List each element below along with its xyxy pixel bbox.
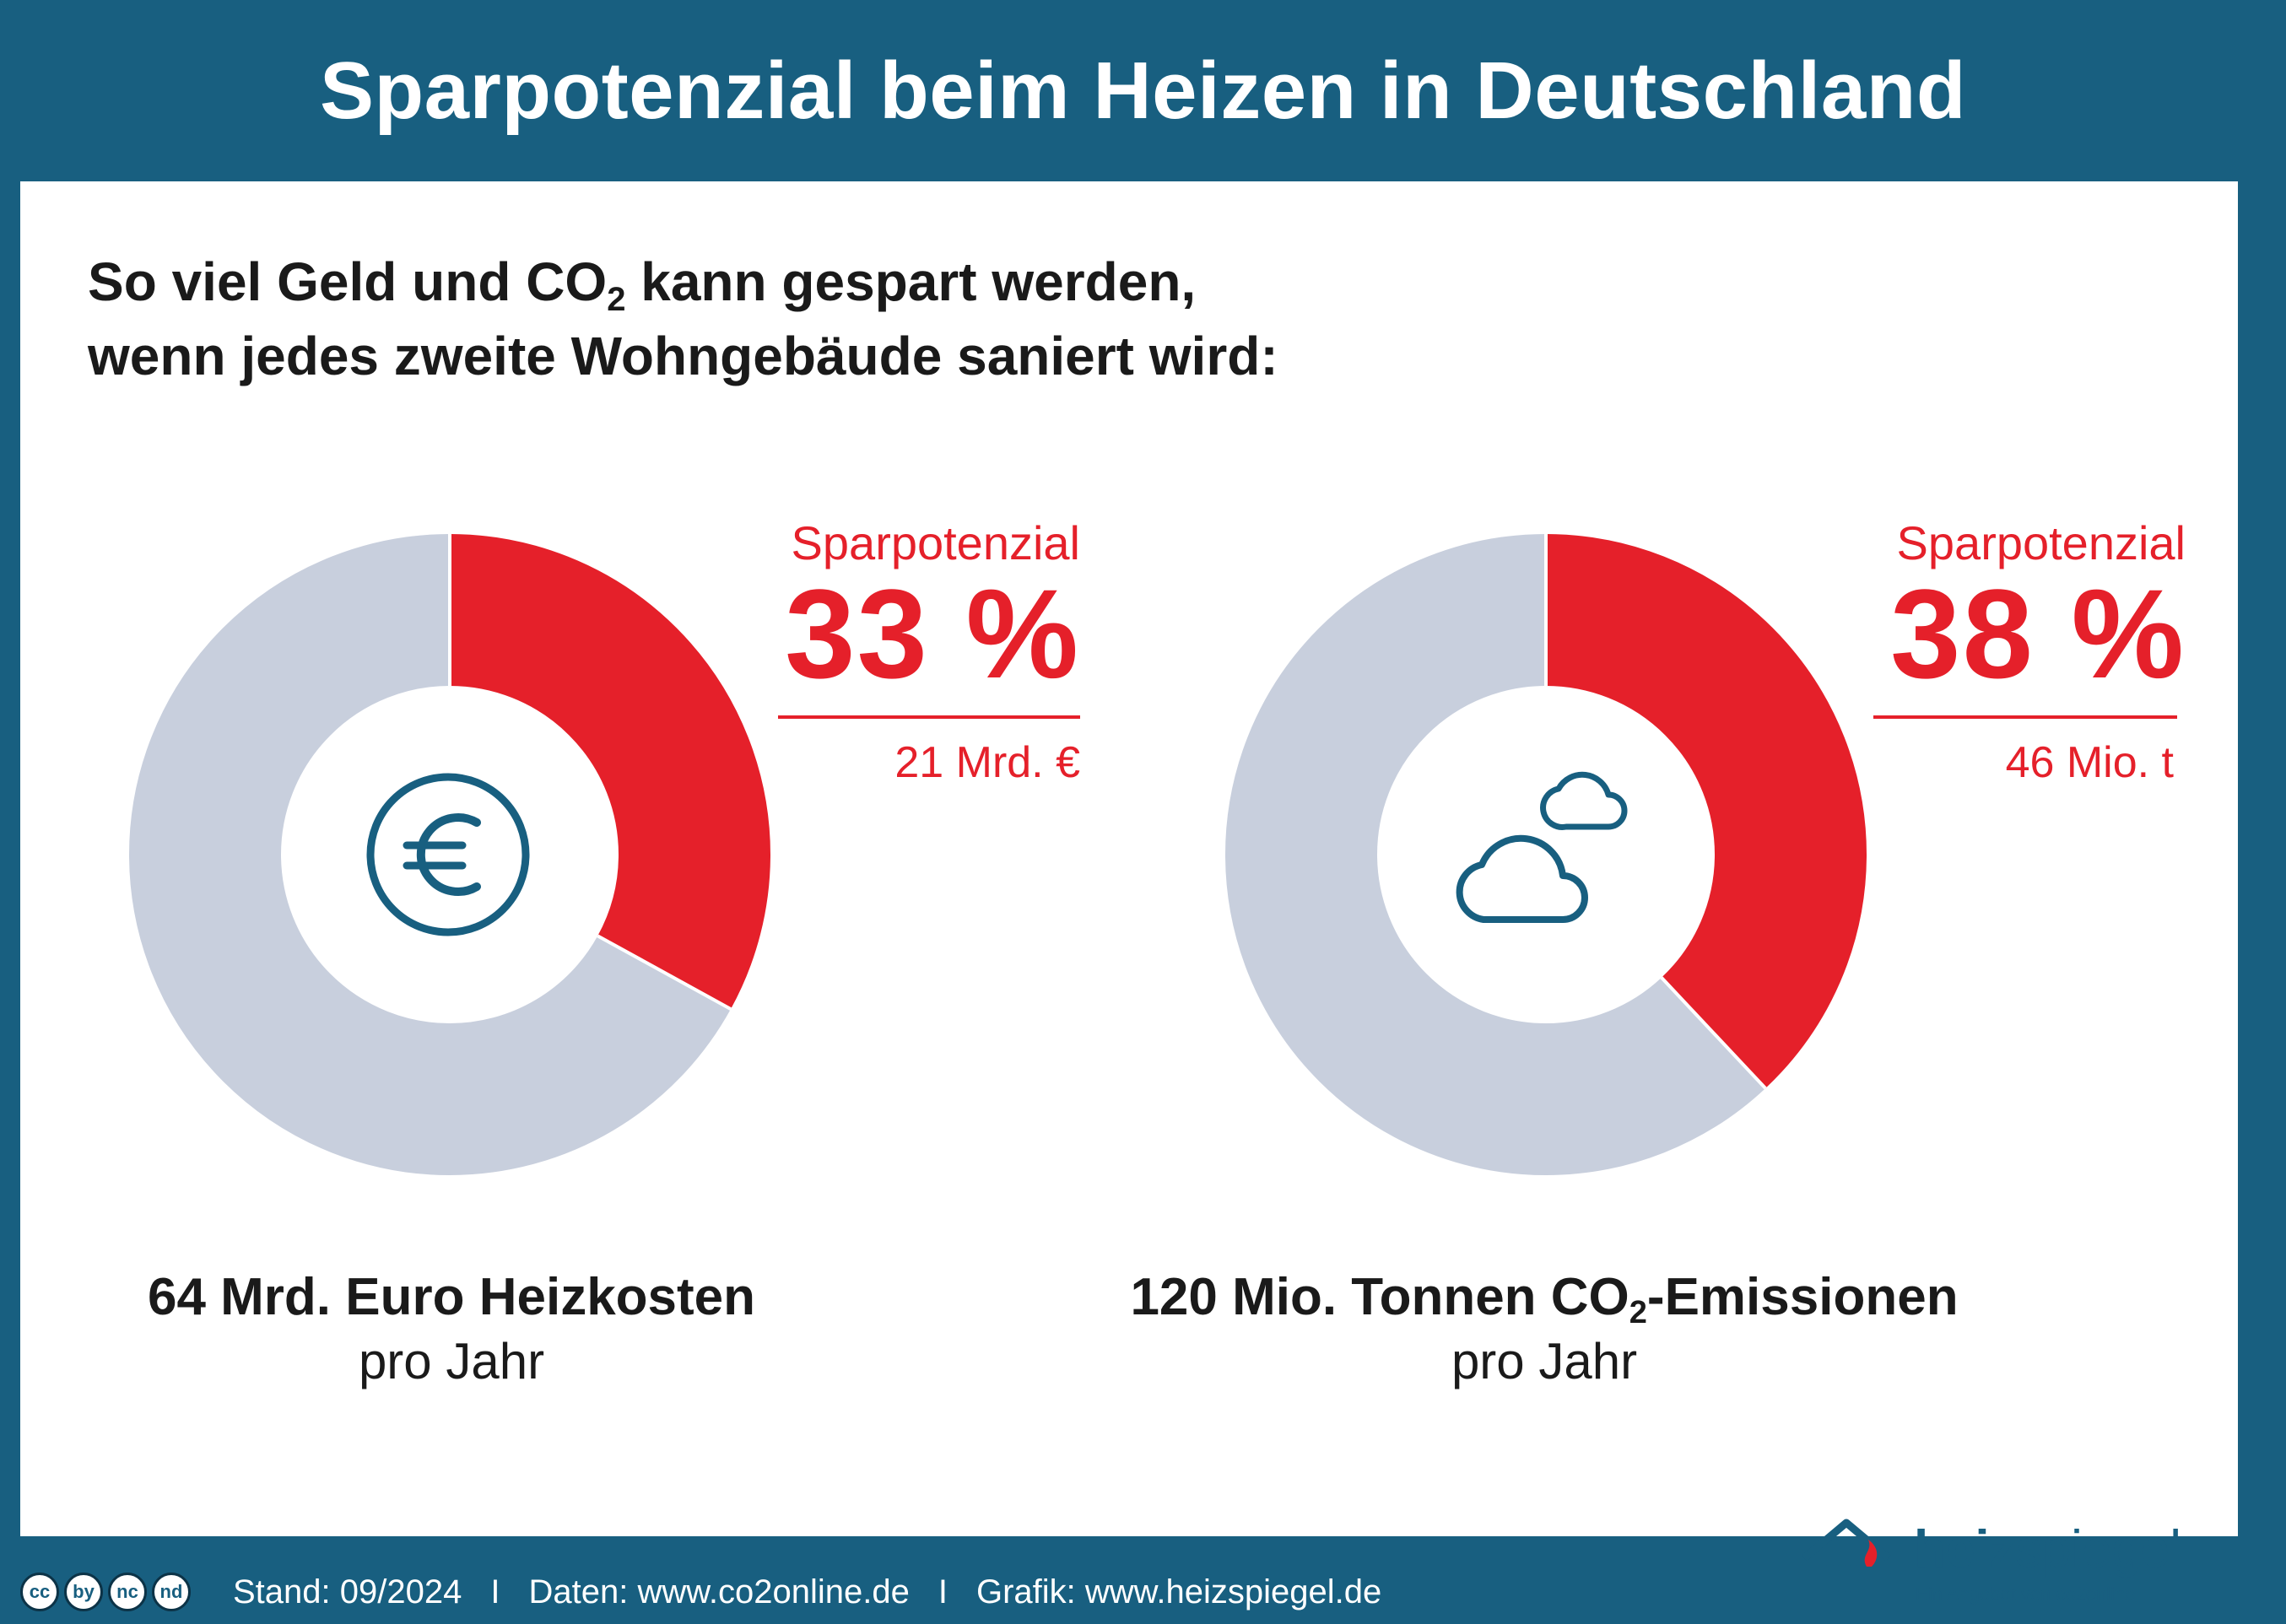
- cloud-icon: [1456, 771, 1628, 923]
- caption-main-pre: 120 Mio. Tonnen CO: [1130, 1268, 1629, 1326]
- footer-separator: I: [490, 1573, 500, 1611]
- header-bar: Sparpotenzial beim Heizen in Deutschland: [0, 0, 2286, 181]
- donut-chart-emissionen: [1225, 534, 1867, 1175]
- highlight-percent: 33 %: [785, 563, 1080, 704]
- subtitle: So viel Geld und CO2 kann gespart werden…: [88, 245, 1354, 393]
- subtitle-line1-pre: So viel Geld und CO: [88, 251, 608, 312]
- highlight-divider: [778, 715, 1080, 719]
- content-panel: [20, 181, 2238, 1536]
- caption-sub: pro Jahr: [1451, 1333, 1638, 1389]
- subtitle-line1-post: kann gespart werden,: [625, 251, 1197, 312]
- highlight-emissionen: Sparpotenzial 38 % 46 Mio. t: [1856, 516, 2186, 788]
- highlight-amount: 46 Mio. t: [2005, 738, 2174, 787]
- nd-icon: nd: [152, 1573, 191, 1611]
- by-icon: by: [64, 1573, 103, 1611]
- highlight-label: Sparpotenzial: [1896, 516, 2186, 569]
- donut-slice-separator: [597, 934, 732, 1011]
- donut-slice-separator: [1660, 976, 1767, 1090]
- donut-chart-heizkosten: [129, 534, 770, 1175]
- nc-icon: nc: [108, 1573, 147, 1611]
- footer: cc by nc nd Stand: 09/2024 I Daten: www.…: [20, 1562, 1381, 1621]
- house-icon: [1802, 1519, 1891, 1602]
- caption-main-sub: 2: [1629, 1295, 1647, 1330]
- caption-heizkosten: 64 Mrd. Euro Heizkosten pro Jahr: [68, 1265, 835, 1394]
- license-icons: cc by nc nd: [20, 1573, 196, 1611]
- footer-daten[interactable]: Daten: www.co2online.de: [528, 1573, 910, 1611]
- heizspiegel-logo: heizspiegel Ein Angebot von co2online: [1797, 1514, 2202, 1607]
- highlight-heizkosten: Sparpotenzial 33 % 21 Mrd. €: [759, 516, 1080, 788]
- page-title: Sparpotenzial beim Heizen in Deutschland: [319, 45, 1966, 136]
- subtitle-line2: wenn jedes zweite Wohngebäude saniert wi…: [88, 326, 1278, 386]
- footer-stand: Stand: 09/2024: [233, 1573, 462, 1611]
- footer-separator: I: [938, 1573, 948, 1611]
- caption-main-pre: 64 Mrd. Euro Heizkosten: [147, 1268, 756, 1326]
- euro-icon: [366, 773, 530, 936]
- highlight-divider: [1873, 715, 2177, 719]
- highlight-percent: 38 %: [1890, 563, 2186, 704]
- highlight-label: Sparpotenzial: [791, 516, 1080, 569]
- logo-wordmark: heizspiegel: [1914, 1520, 2182, 1578]
- footer-grafik[interactable]: Grafik: www.heizspiegel.de: [976, 1573, 1382, 1611]
- highlight-amount: 21 Mrd. €: [894, 738, 1080, 787]
- subtitle-line1-sub: 2: [607, 281, 626, 318]
- caption-emissionen: 120 Mio. Tonnen CO2-Emissionen pro Jahr: [1080, 1265, 2008, 1394]
- caption-sub: pro Jahr: [358, 1333, 545, 1389]
- caption-main: 64 Mrd. Euro Heizkosten: [68, 1265, 835, 1330]
- logo-tagline: Ein Angebot von co2online: [1916, 1584, 2136, 1605]
- caption-main-post: -Emissionen: [1646, 1268, 1959, 1326]
- caption-main: 120 Mio. Tonnen CO2-Emissionen: [1080, 1265, 2008, 1330]
- cc-icon: cc: [20, 1573, 59, 1611]
